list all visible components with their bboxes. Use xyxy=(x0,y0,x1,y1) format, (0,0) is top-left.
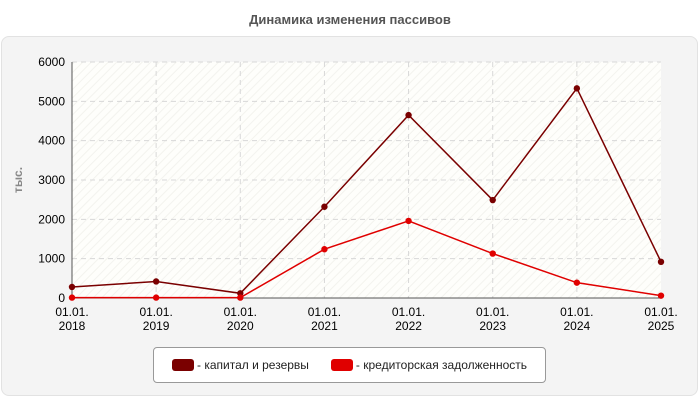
y-tick-label: 6000 xyxy=(38,55,65,69)
x-tick-label: 01.01. 2018 xyxy=(55,305,88,333)
series-line-0 xyxy=(71,86,662,295)
y-tick-label: 1000 xyxy=(38,252,65,266)
legend-swatch-payables xyxy=(330,359,353,371)
y-tick-label: 4000 xyxy=(38,134,65,148)
y-tick-labels: 0 1000 2000 3000 4000 5000 6000 xyxy=(38,55,65,305)
series-line-1 xyxy=(72,220,662,299)
x-tick-label: 01.01. 2022 xyxy=(392,305,425,333)
x-tick-label: 01.01. 2020 xyxy=(224,305,257,333)
y-tick-label: 0 xyxy=(58,291,65,305)
data-point-1 xyxy=(573,279,581,286)
data-point-1 xyxy=(152,294,160,301)
legend-item-capital: - капитал и резервы xyxy=(171,358,309,372)
data-point-0 xyxy=(657,258,665,266)
legend: - капитал и резервы - кредиторская задол… xyxy=(153,347,546,383)
chart-title: Динамика изменения пассивов xyxy=(249,12,451,27)
x-tick-label: 01.01. 2024 xyxy=(560,305,593,333)
x-tick-label: 01.01. 2023 xyxy=(476,305,509,333)
data-point-0 xyxy=(152,278,160,285)
y-tick-label: 2000 xyxy=(38,212,65,226)
data-point-0 xyxy=(68,283,76,291)
data-point-0 xyxy=(489,196,496,204)
data-point-1 xyxy=(321,246,328,253)
series-lines xyxy=(68,85,665,301)
plot-area xyxy=(72,62,661,298)
y-tick-label: 3000 xyxy=(38,173,65,187)
data-point-0 xyxy=(573,85,581,92)
data-point-0 xyxy=(321,203,328,210)
legend-label-capital: - капитал и резервы xyxy=(196,358,309,372)
x-tick-label: 01.01. 2019 xyxy=(139,305,172,333)
legend-item-payables: - кредиторская задолженность xyxy=(330,358,527,372)
x-tick-label: 01.01. 2021 xyxy=(308,305,341,333)
x-tick-labels: 01.01. 2018 01.01. 2019 01.01. 2020 01.01. 2021… xyxy=(55,305,677,333)
y-tick-label: 5000 xyxy=(38,94,65,108)
legend-swatch-capital xyxy=(171,359,194,371)
data-point-1 xyxy=(657,292,665,299)
data-point-0 xyxy=(405,111,412,119)
data-point-1 xyxy=(405,217,412,225)
y-axis-title: тыс. xyxy=(11,167,25,193)
x-tick-label: 01.01. 2025 xyxy=(644,305,677,333)
grid-lines xyxy=(72,61,661,298)
data-point-1 xyxy=(237,294,244,301)
data-point-1 xyxy=(68,294,76,301)
data-point-1 xyxy=(489,250,496,257)
legend-label-payables: - кредиторская задолженность xyxy=(355,358,527,372)
